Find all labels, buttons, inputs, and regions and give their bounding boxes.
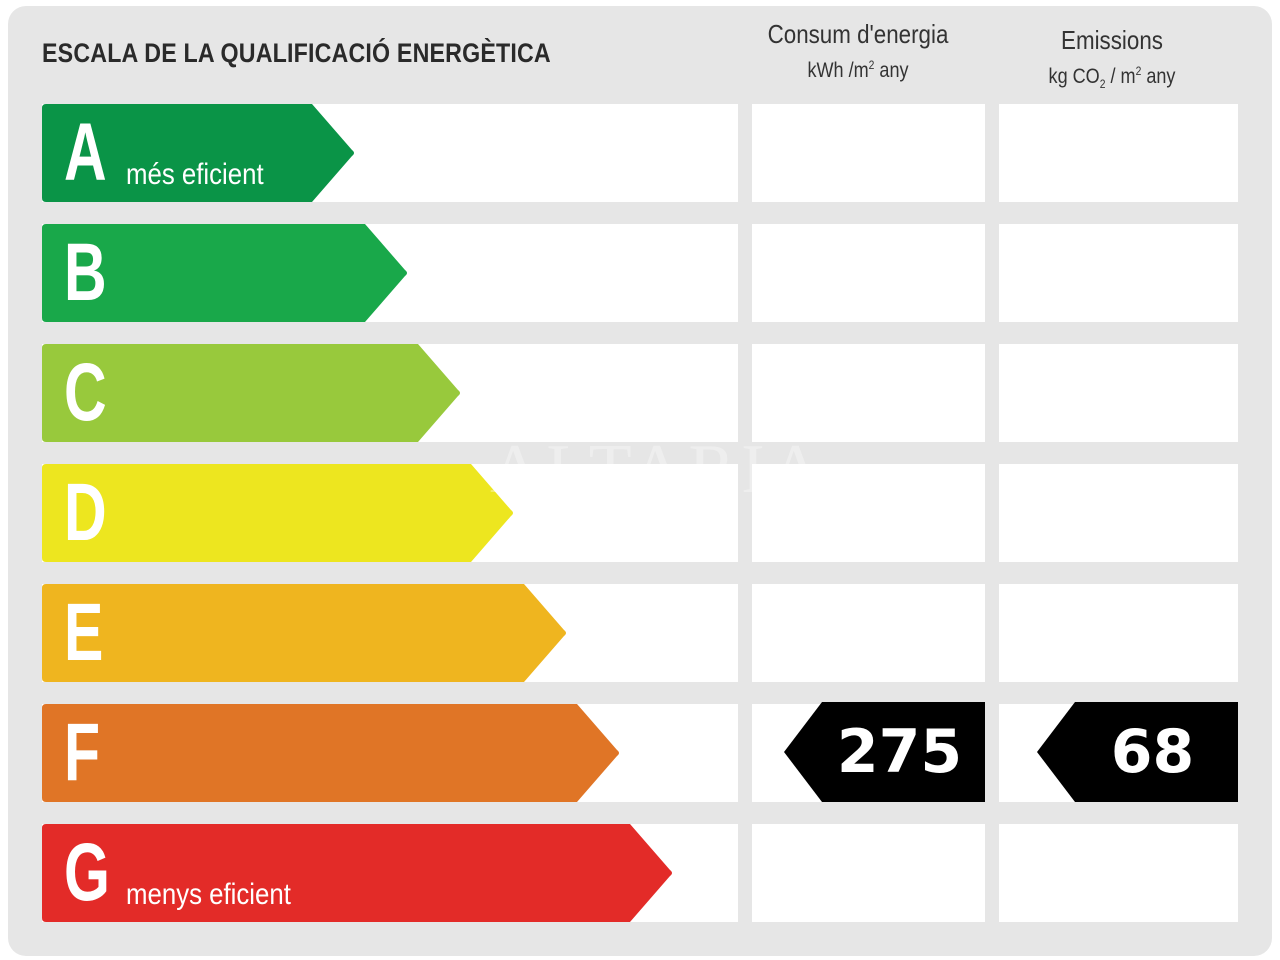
emissions-cell-b xyxy=(999,224,1238,322)
rating-arrow-c: C xyxy=(42,344,462,442)
emissions-column-title: Emissions xyxy=(1061,25,1163,55)
emissions-cell-g xyxy=(999,824,1238,922)
rating-arrow-shape xyxy=(42,584,566,682)
rating-arrow-d: D xyxy=(42,464,515,562)
rating-arrow-b: B xyxy=(42,224,409,322)
energy-column-unit: kWh /m2 any xyxy=(807,58,909,82)
energy-cell-a xyxy=(752,104,985,202)
rating-sublabel: més eficient xyxy=(126,158,264,191)
emissions-cell-d xyxy=(999,464,1238,562)
rating-sublabel: menys eficient xyxy=(126,878,291,911)
energy-column-title: Consum d'energia xyxy=(767,19,949,49)
rating-arrow-shape xyxy=(42,824,672,922)
result-marker-shape xyxy=(784,702,985,802)
rating-arrow-shape xyxy=(42,224,407,322)
rating-letter: C xyxy=(64,347,107,438)
energy-cell-g xyxy=(752,824,985,922)
rating-letter: B xyxy=(64,227,107,318)
rating-letter: G xyxy=(64,827,110,918)
emissions-cell-e xyxy=(999,584,1238,682)
emissions-cell-c xyxy=(999,344,1238,442)
emissions-column-header: Emissions kg CO2 / m2 any xyxy=(1016,24,1209,99)
energy-result-marker: 275 xyxy=(784,702,985,802)
watermark-tagline: IMMOBILIÀRIA xyxy=(548,510,732,524)
rating-arrow-shape xyxy=(42,704,619,802)
emissions-result-marker: 68 xyxy=(1037,702,1238,802)
rating-arrow-e: E xyxy=(42,584,568,682)
rating-arrow-shape xyxy=(42,344,460,442)
energy-cell-d xyxy=(752,464,985,562)
emissions-column-unit: kg CO2 / m2 any xyxy=(1048,64,1176,92)
energy-cell-c xyxy=(752,344,985,442)
rating-arrow-f: F xyxy=(42,704,621,802)
emissions-cell-a xyxy=(999,104,1238,202)
energy-result-marker-value: 275 xyxy=(836,717,963,787)
energy-cell-b xyxy=(752,224,985,322)
emissions-result-marker-value: 68 xyxy=(1110,717,1195,787)
rating-letter: E xyxy=(64,587,104,678)
rating-letter: A xyxy=(64,107,107,198)
watermark-logo: ALTARIA IMMOBILIÀRIA xyxy=(490,430,828,525)
rating-letter: F xyxy=(64,707,101,798)
watermark-logo-text: ALTARIA xyxy=(490,431,828,508)
energy-column-header: Consum d'energia kWh /m2 any xyxy=(767,18,949,86)
rating-letter: D xyxy=(64,467,107,558)
scale-title: ESCALA DE LA QUALIFICACIÓ ENERGÈTICA xyxy=(42,38,551,68)
result-marker-shape xyxy=(1037,702,1238,802)
energy-cell-e xyxy=(752,584,985,682)
rating-arrow-shape xyxy=(42,104,354,202)
rating-arrow-shape xyxy=(42,464,513,562)
